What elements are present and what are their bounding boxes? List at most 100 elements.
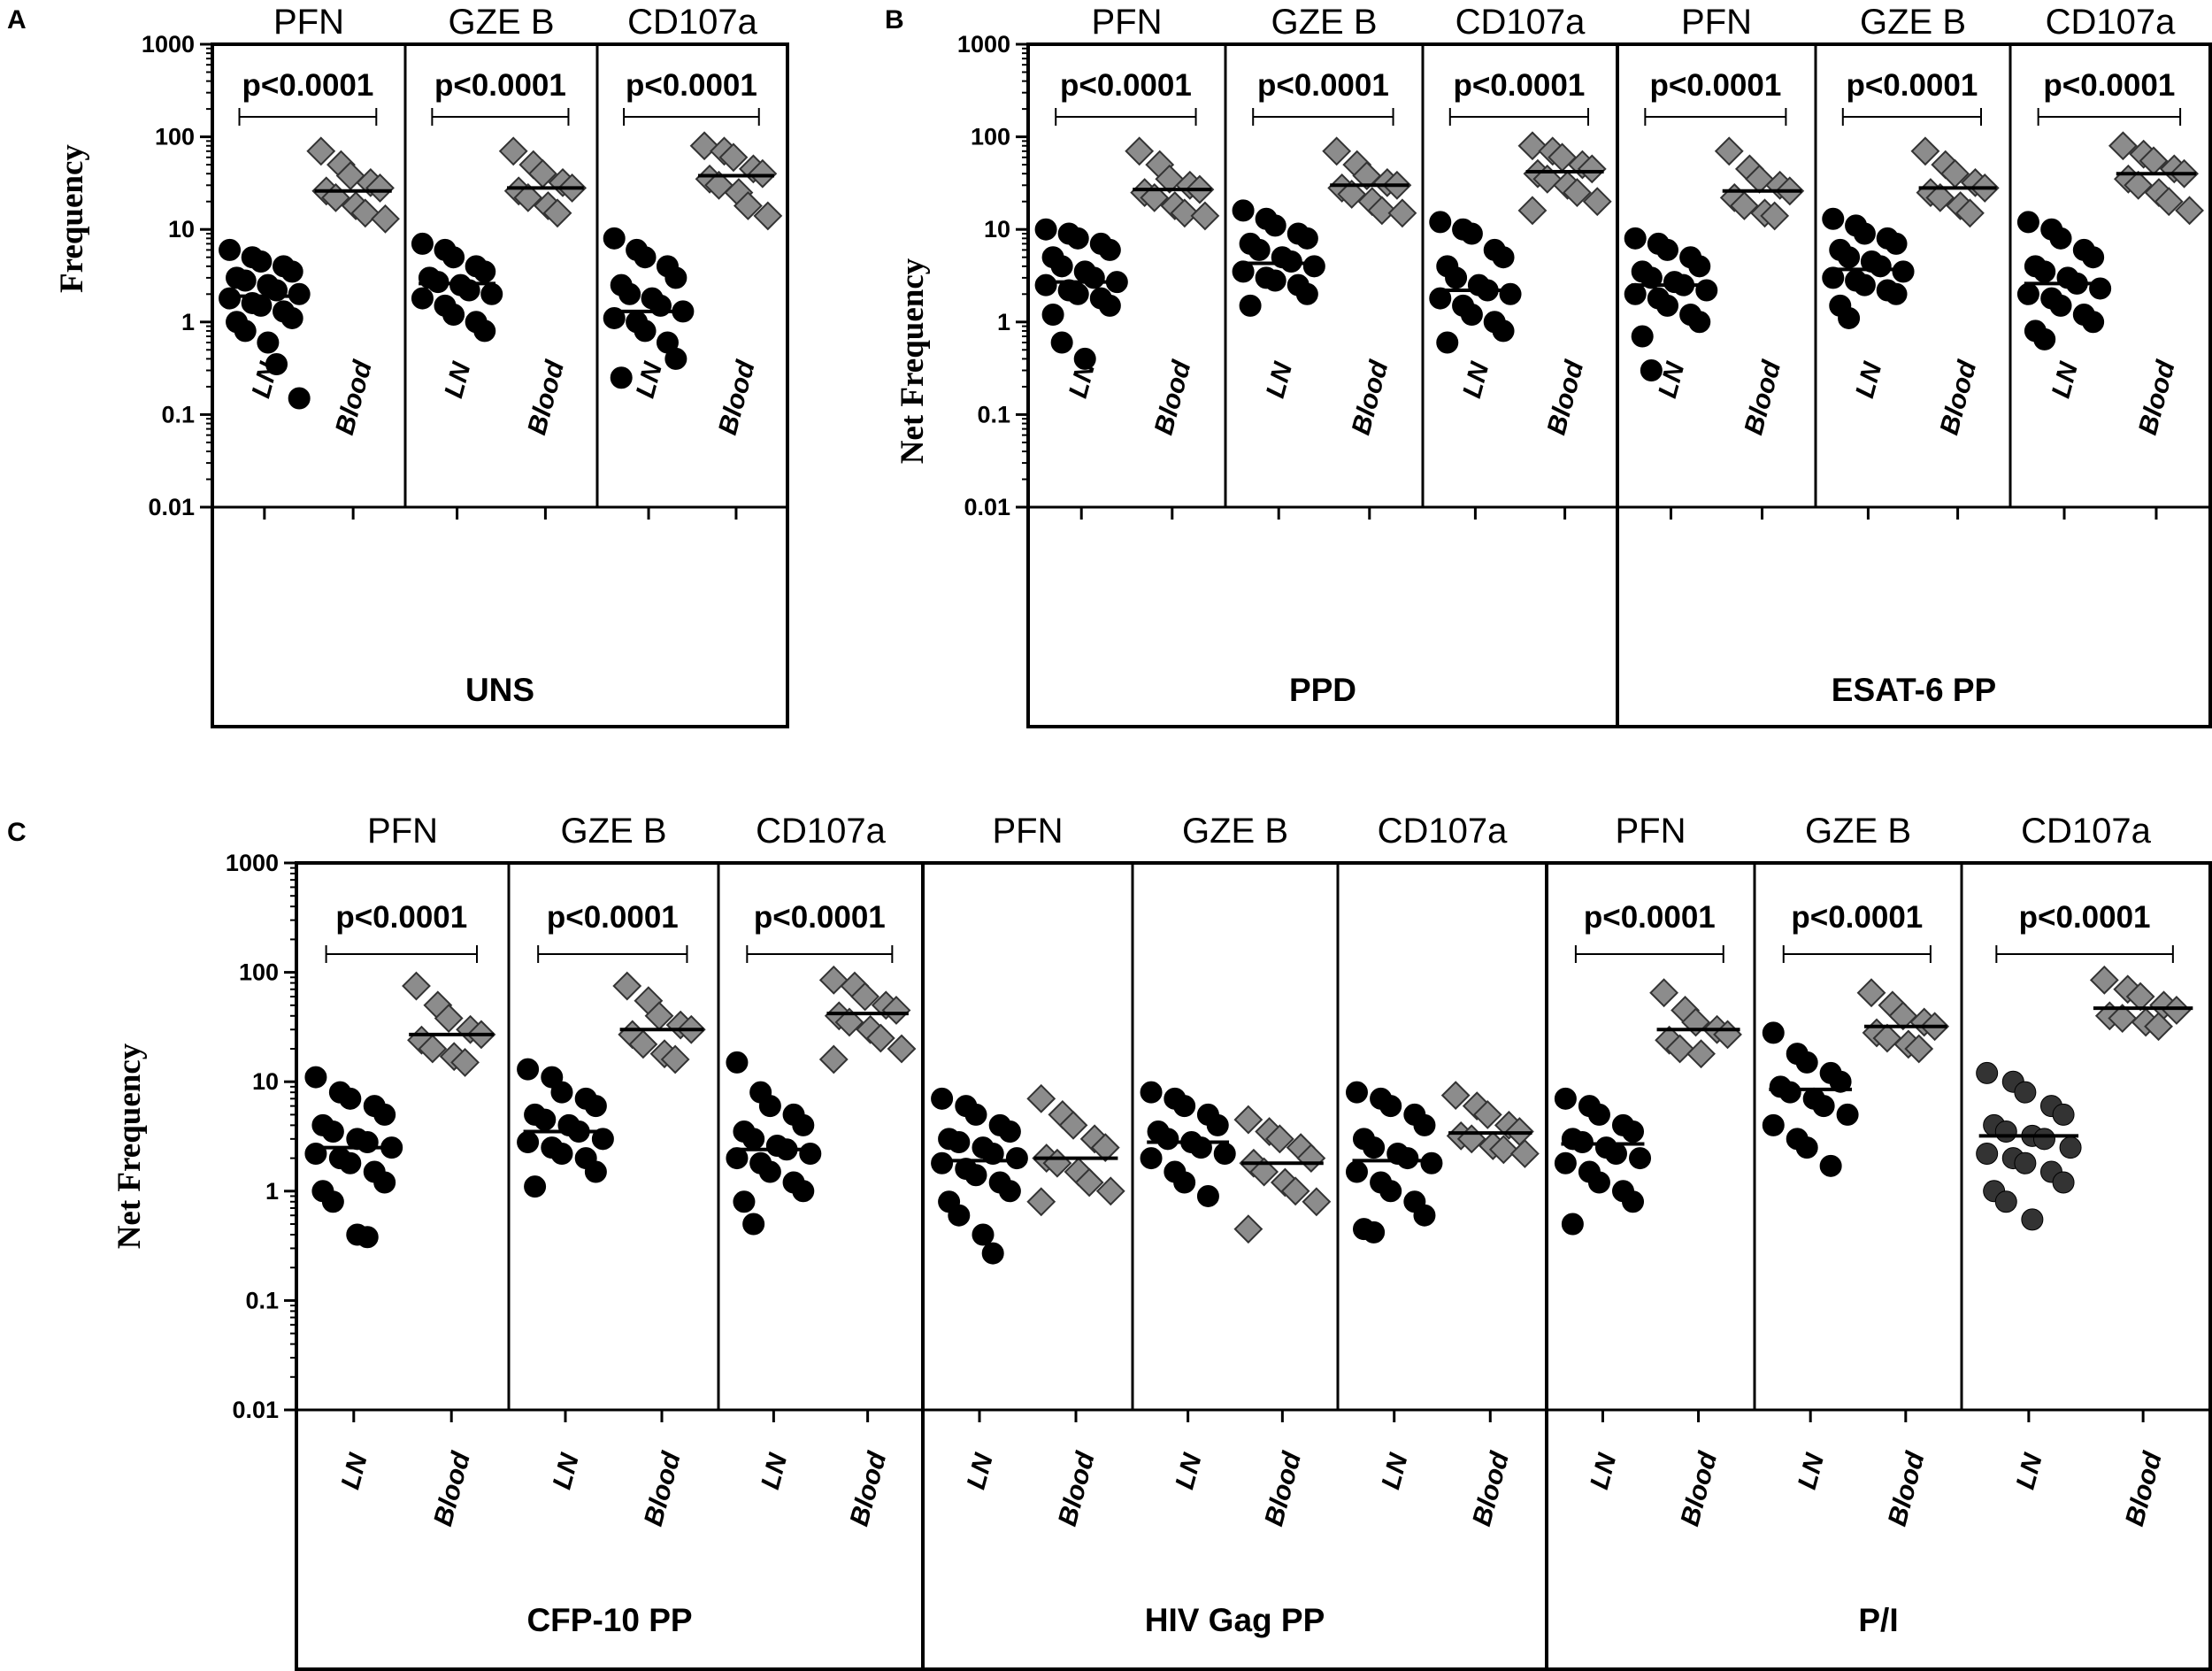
ln-point <box>1994 1190 2017 1213</box>
ln-point <box>1050 255 1073 278</box>
ln-point <box>2021 1208 2044 1231</box>
ln-point <box>473 260 496 283</box>
blood-point <box>1074 1167 1104 1197</box>
ln-point <box>1460 222 1483 245</box>
ln-point <box>948 1204 971 1227</box>
ln-point <box>758 1095 781 1118</box>
blood-point <box>1563 178 1592 207</box>
blood-point <box>1090 1133 1120 1163</box>
ln-point <box>524 1175 547 1198</box>
y-tick-label: 1 <box>181 309 195 335</box>
ln-point <box>1976 1061 1999 1084</box>
ln-point <box>1829 1070 1852 1093</box>
pvalue-label: p<0.0001 <box>2019 900 2151 935</box>
ln-point <box>792 1113 815 1136</box>
ln-point <box>2052 1171 2075 1194</box>
ln-point <box>1098 294 1121 317</box>
ln-point <box>1263 269 1286 292</box>
ln-point <box>591 1128 614 1151</box>
ln-point <box>1189 1136 1212 1159</box>
ln-point <box>250 294 273 317</box>
blood-point <box>1888 1001 1918 1031</box>
ln-point <box>2032 1128 2055 1151</box>
y-tick-label: 0.01 <box>964 494 1010 520</box>
ln-point <box>1869 255 1892 278</box>
column-title: GZE B <box>560 812 666 851</box>
blood-point <box>450 1048 480 1077</box>
y-tick-label: 0.1 <box>161 401 195 427</box>
blood-point <box>612 971 642 1001</box>
y-tick-label: 10 <box>168 216 195 243</box>
ln-point <box>2059 1136 2082 1159</box>
ln-point <box>1640 358 1663 381</box>
blood-point <box>1249 1157 1279 1187</box>
ln-point <box>1587 1171 1610 1194</box>
blood-point <box>1714 136 1744 166</box>
group-box <box>211 42 789 728</box>
blood-point <box>887 1034 917 1064</box>
ln-point <box>1420 1151 1443 1174</box>
ln-point <box>1232 260 1255 283</box>
ln-point <box>265 352 288 375</box>
blood-point <box>418 1034 448 1064</box>
ln-point <box>1838 306 1861 329</box>
blood-point <box>1904 1034 1934 1064</box>
ln-point <box>1836 1103 1859 1126</box>
ln-point <box>1819 1154 1842 1177</box>
panel-letter: B <box>885 5 904 35</box>
ln-point <box>1034 218 1057 241</box>
blood-point <box>1170 198 1200 228</box>
blood-point <box>2162 996 2192 1025</box>
ln-point <box>1082 266 1105 289</box>
ln-point <box>250 250 273 273</box>
ln-point <box>1885 232 1908 255</box>
ln-point <box>618 282 641 305</box>
blood-point <box>1517 196 1548 226</box>
ln-point <box>1655 294 1678 317</box>
ln-point <box>972 1223 995 1246</box>
blood-point <box>818 1044 849 1074</box>
blood-point <box>660 1044 690 1074</box>
y-tick-label: 0.1 <box>245 1287 279 1313</box>
ln-point <box>998 1180 1021 1203</box>
blood-point <box>753 201 783 231</box>
column-title: CD107a <box>627 3 758 42</box>
ln-point <box>664 347 687 370</box>
ln-point <box>1263 214 1286 237</box>
blood-point <box>1125 136 1155 166</box>
ln-point <box>517 1131 540 1154</box>
blood-point <box>1925 182 1955 212</box>
ln-point <box>603 227 626 250</box>
blood-point <box>1367 196 1397 226</box>
ln-point <box>1554 1087 1577 1110</box>
blood-point <box>748 158 778 189</box>
ln-point <box>1624 227 1647 250</box>
ln-point <box>1762 1113 1785 1136</box>
ln-point <box>480 282 503 305</box>
blood-point <box>1233 1105 1263 1135</box>
blood-point <box>365 173 395 203</box>
ln-point <box>473 320 496 343</box>
ln-point <box>1363 1136 1386 1159</box>
group-box <box>1545 861 2212 1671</box>
column-title: CD107a <box>2046 3 2177 42</box>
ln-point <box>288 282 311 305</box>
blood-point <box>881 996 911 1025</box>
ln-point <box>1005 1147 1028 1170</box>
blood-point <box>1872 1023 1902 1053</box>
blood-point <box>2144 1012 2173 1042</box>
ln-point <box>1812 1095 1835 1118</box>
ln-point <box>321 1190 344 1213</box>
ln-point <box>634 246 657 269</box>
y-tick-label: 0.1 <box>977 401 1010 427</box>
ln-point <box>1232 199 1255 222</box>
ln-point <box>948 1131 971 1154</box>
blood-point <box>1302 1187 1332 1217</box>
ln-point <box>931 1151 954 1174</box>
ln-point <box>2082 311 2105 334</box>
ln-point <box>219 287 242 310</box>
ln-point <box>1279 250 1302 273</box>
ln-point <box>1295 282 1318 305</box>
ln-point <box>1655 238 1678 261</box>
